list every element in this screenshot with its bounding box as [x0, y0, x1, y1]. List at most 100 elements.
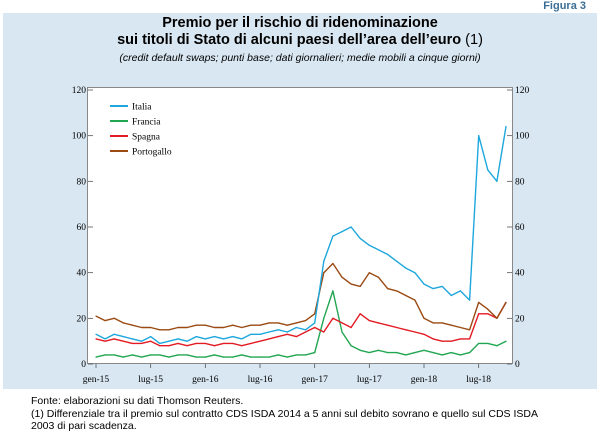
data-point-portogallo [122, 322, 124, 324]
data-point-portogallo [359, 285, 361, 287]
data-point-francia [95, 356, 97, 358]
data-point-francia [295, 354, 298, 356]
data-point-spagna [341, 322, 343, 324]
data-point-italia [168, 340, 170, 342]
footnote-1-line1: (1) Differenziale tra il premio sul cont… [31, 407, 538, 420]
data-point-spagna [468, 338, 471, 340]
data-point-spagna [232, 342, 234, 345]
data-point-francia [250, 356, 252, 358]
data-point-portogallo [505, 301, 507, 303]
data-point-francia [414, 351, 416, 354]
data-point-portogallo [177, 326, 179, 329]
chart-subtitle: (credit default swaps; punti base; dati … [119, 52, 481, 64]
data-point-spagna [377, 322, 380, 324]
data-point-italia [250, 333, 252, 335]
data-point-spagna [368, 320, 370, 322]
data-point-spagna [177, 342, 179, 345]
data-point-spagna [204, 342, 206, 345]
data-point-portogallo [168, 329, 170, 331]
data-point-francia [314, 351, 316, 354]
data-point-portogallo [414, 299, 416, 301]
y-tick-label-right: 120 [515, 86, 530, 96]
data-point-francia [459, 354, 462, 356]
y-tick-label-left: 80 [77, 177, 87, 187]
data-point-spagna [304, 331, 307, 333]
data-point-italia [268, 331, 270, 333]
data-point-francia [341, 331, 343, 333]
legend-label-spagna: Spagna [132, 133, 161, 143]
legend-label-portogallo: Portogallo [132, 148, 172, 158]
data-point-francia [304, 354, 307, 356]
data-point-portogallo [377, 276, 380, 278]
data-point-italia [368, 244, 370, 246]
data-point-portogallo [332, 262, 334, 265]
data-point-francia [432, 351, 434, 354]
data-point-italia [386, 253, 389, 255]
data-point-francia [332, 290, 334, 292]
data-point-spagna [150, 340, 152, 342]
data-point-francia [323, 317, 325, 319]
data-point-spagna [450, 340, 452, 342]
data-point-italia [186, 340, 188, 342]
data-point-portogallo [232, 324, 234, 326]
title-block: Premio per il rischio di ridenominazione… [3, 15, 597, 65]
data-point-portogallo [304, 320, 307, 322]
data-point-francia [259, 356, 261, 358]
data-point-italia [478, 135, 480, 137]
data-point-portogallo [487, 308, 489, 310]
x-tick-label: lug-17 [357, 375, 382, 385]
data-point-spagna [432, 338, 434, 340]
data-point-italia [131, 338, 134, 340]
data-point-italia [195, 336, 197, 338]
chart-title-note-ref: (1) [461, 32, 483, 48]
data-point-francia [396, 351, 398, 354]
data-point-francia [213, 354, 216, 356]
data-point-francia [286, 356, 288, 358]
y-tick-label-right: 0 [515, 360, 520, 370]
data-point-italia [487, 169, 489, 171]
data-point-spagna [131, 342, 134, 345]
data-point-italia [377, 249, 380, 251]
data-point-portogallo [204, 324, 206, 326]
data-point-francia [350, 345, 352, 347]
data-point-francia [386, 351, 389, 354]
data-point-spagna [459, 338, 462, 340]
data-point-spagna [405, 329, 407, 331]
data-point-francia [277, 354, 279, 356]
data-point-spagna [250, 342, 252, 345]
data-point-portogallo [277, 322, 279, 324]
data-point-portogallo [323, 272, 325, 274]
data-point-francia [468, 351, 471, 354]
data-point-spagna [350, 326, 352, 329]
data-point-portogallo [468, 329, 471, 331]
data-point-spagna [478, 313, 480, 315]
data-point-spagna [441, 340, 443, 342]
data-point-portogallo [250, 324, 252, 326]
x-tick-label: lug-18 [466, 375, 491, 385]
data-point-portogallo [286, 324, 288, 326]
data-point-francia [150, 354, 152, 356]
legend-label-francia: Francia [132, 118, 161, 128]
data-point-italia [241, 338, 243, 340]
series-line-francia [95, 290, 507, 358]
data-point-francia [441, 354, 443, 356]
data-point-francia [478, 342, 480, 345]
data-point-francia [113, 354, 115, 356]
y-tick-label-left: 60 [77, 223, 87, 233]
x-tick-label: gen-15 [83, 375, 110, 385]
data-point-spagna [414, 331, 416, 333]
data-point-spagna [222, 342, 225, 345]
data-point-francia [131, 354, 134, 356]
data-point-spagna [95, 338, 97, 340]
data-point-spagna [122, 340, 124, 342]
data-point-francia [195, 356, 197, 358]
footnote-1-line2: 2003 di pari scadenza. [31, 420, 137, 432]
data-point-italia [405, 267, 407, 269]
data-point-portogallo [95, 315, 97, 317]
data-point-italia [396, 260, 398, 262]
data-point-italia [104, 338, 106, 340]
data-point-italia [177, 338, 179, 340]
data-point-italia [113, 333, 115, 335]
data-point-francia [450, 351, 452, 354]
data-point-italia [213, 336, 216, 338]
